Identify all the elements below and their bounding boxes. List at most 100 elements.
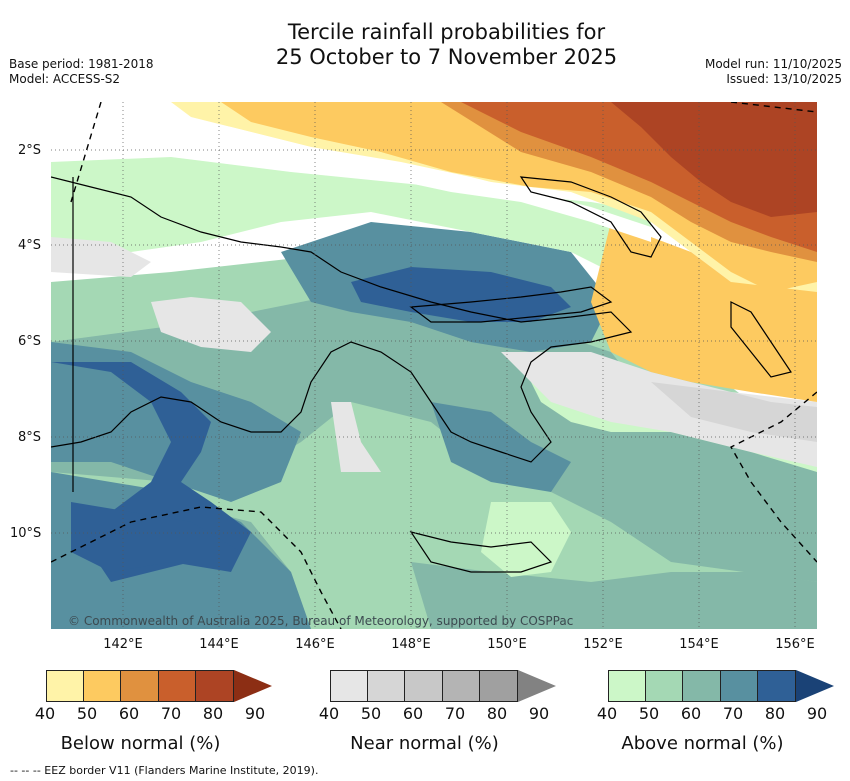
colorbar-segment [196,670,234,702]
legend-title: Near normal (%) [350,733,499,754]
tick: 50 [360,704,382,723]
tick: 70 [160,704,182,723]
colorbar-above-normal [570,670,835,702]
colorbar-segment [758,670,796,702]
eez-borders [51,102,817,629]
model-name: Model: ACCESS-S2 [9,72,121,86]
legend-title: Below normal (%) [60,733,221,754]
colorbar-segment [608,670,646,702]
eez-south [51,506,342,629]
colorbar-segment [720,670,758,702]
above-normal-70-mid [431,402,571,492]
near-normal-east-2 [651,382,817,442]
colorbar-ticks: 40 50 60 70 80 90 [314,704,554,723]
colorbar-low-extend [8,670,46,702]
colorbar-high-extend [517,670,556,702]
near-normal-east [501,352,817,467]
lat-label-6s: 6°S [18,334,42,349]
legend-below-normal: 40 50 60 70 80 90 Below normal (%) [8,670,273,754]
tick: 40 [34,704,56,723]
tick: 40 [318,704,340,723]
lon-label-152e: 152°E [583,637,623,652]
colorbar-segments [46,670,234,702]
colorbar-high-extend [795,670,834,702]
lon-label-144e: 144°E [199,637,239,652]
colorbar-below-normal [8,670,273,702]
above-normal-40-south [481,502,571,577]
lon-label-156e: 156°E [775,637,815,652]
lon-label-146e: 146°E [295,637,335,652]
tick: 80 [486,704,508,723]
eez-footnote: -- -- -- EEZ border V11 (Flanders Marine… [10,764,319,777]
lon-label-150e: 150°E [487,637,527,652]
lon-label-148e: 148°E [391,637,431,652]
tick: 50 [76,704,98,723]
colorbar-low-extend [292,670,330,702]
tick: 70 [722,704,744,723]
colorbar-segment [330,670,368,702]
colorbar-segments [330,670,518,702]
colorbar-segment [480,670,518,702]
below-normal-80 [611,102,817,217]
near-normal-inland [151,297,271,352]
tick: 40 [596,704,618,723]
colorbar-segment [442,670,480,702]
tick: 60 [680,704,702,723]
coastlines [51,176,792,573]
new-ireland-coast [519,176,662,258]
colorbar-segment [367,670,405,702]
tick: 80 [202,704,224,723]
papuan-tail-coast [409,531,553,573]
near-normal-west [51,237,151,277]
tick: 50 [638,704,660,723]
eez-north-east [730,102,817,113]
above-normal-80-centre [351,267,571,322]
colorbar-low-extend [570,670,608,702]
legend-near-normal: 40 50 60 70 80 90 Near normal (%) [292,670,557,754]
colorbar-high-extend [233,670,272,702]
above-normal-60-se [411,562,817,629]
colorbar-segments [608,670,796,702]
map-title: Tercile rainfall probabilities for 25 Oc… [0,20,850,70]
colorbar-near-normal [292,670,557,702]
tick: 90 [244,704,266,723]
colorbar-segment [405,670,443,702]
below-normal-50-east [591,222,817,402]
issued-date: Issued: 13/10/2025 [726,72,842,86]
tick: 90 [806,704,828,723]
lat-label-8s: 8°S [18,430,42,445]
eez-east [730,391,817,563]
lat-label-2s: 2°S [18,143,42,158]
new-britain-coast [409,286,613,323]
above-normal-40-band [51,157,651,272]
lon-label-142e: 142°E [103,637,143,652]
colorbar-segment [158,670,196,702]
probability-map [51,102,817,629]
equal-chance-band [51,112,651,242]
new-guinea-coast [51,176,633,463]
base-period: Base period: 1981-2018 [9,57,154,71]
colorbar-segment [83,670,121,702]
colorbar-ticks: 40 50 60 70 80 90 [30,704,270,723]
title-line-2: 25 October to 7 November 2025 [275,45,618,69]
above-normal-80-sw [51,362,251,582]
colorbar-ticks: 40 50 60 70 80 90 [592,704,832,723]
above-normal-80-south [71,502,241,572]
model-info: Base period: 1981-2018 Model: ACCESS-S2 [9,57,154,87]
colorbar-segment [121,670,159,702]
above-normal-60-zone [51,292,817,582]
legend-title: Above normal (%) [621,733,784,754]
lat-label-10s: 10°S [10,526,42,541]
bougainville-coast [730,301,792,378]
tick: 90 [528,704,550,723]
lon-label-154e: 154°E [679,637,719,652]
run-info: Model run: 11/10/2025 Issued: 13/10/2025 [705,57,842,87]
lat-label-4s: 4°S [18,238,42,253]
title-line-1: Tercile rainfall probabilities for [287,20,606,44]
copyright-notice: © Commonwealth of Australia 2025, Bureau… [68,614,574,628]
colorbar-segment [683,670,721,702]
colorbar-segment [645,670,683,702]
model-run: Model run: 11/10/2025 [704,57,842,71]
colorbar-segment [46,670,84,702]
tick: 70 [444,704,466,723]
